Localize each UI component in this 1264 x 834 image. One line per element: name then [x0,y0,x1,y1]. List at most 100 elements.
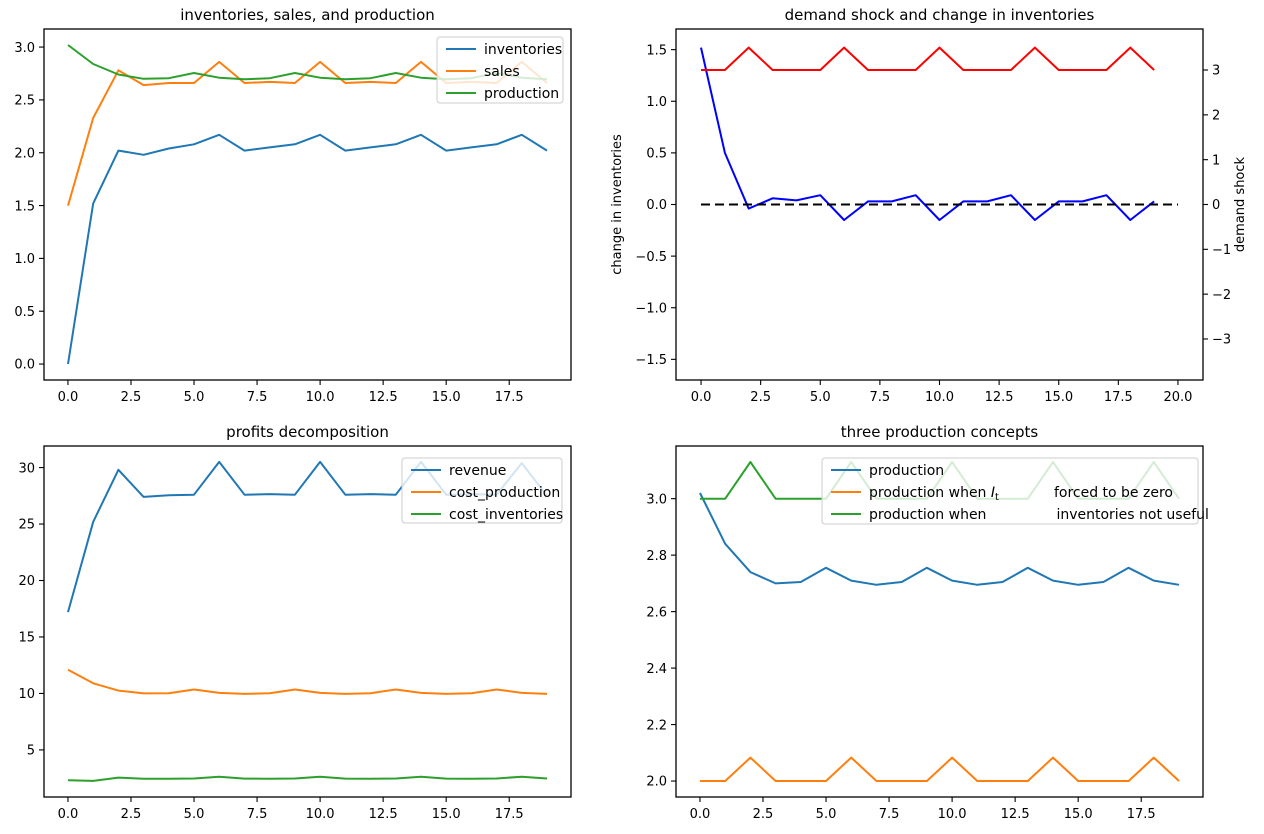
x-tick-label: 12.5 [1001,807,1030,822]
legend-label-cost-inventories: cost_inventories [449,507,563,523]
x-tick-label: 10.0 [925,390,954,405]
subplot-2: demand shock and change in inventories 0.… [610,6,1248,405]
y-tick-label: 30 [18,461,35,476]
right-y-tick-label: 0 [1212,198,1220,213]
x-tick-label: 7.5 [247,390,268,405]
legend-box [821,457,1199,525]
y-tick-label: 1.0 [14,252,35,267]
production-line [699,492,1180,586]
legend-label-inventories: inventories [484,42,562,58]
y-tick-label: 20 [18,574,35,589]
x-tick-label: 15.0 [1044,390,1073,405]
y-tick-label: 2.8 [646,549,667,564]
x-tick-label: 15.0 [1064,807,1093,822]
cost-production-line [67,668,548,695]
chart-title: three production concepts [841,423,1039,441]
x-tick-label: 2.5 [121,807,142,822]
x-tick-label: 17.5 [495,807,524,822]
y-tick-label: 0.5 [646,147,667,162]
x-tick-label: 7.5 [247,807,268,822]
change-in-inventories-line [700,47,1155,221]
x-tick-label: 0.0 [58,807,79,822]
y-tick-label: −1.0 [635,301,667,316]
axes-frame [675,445,1204,798]
legend-label-production: production [869,463,944,479]
x-tick-label: 17.5 [1127,807,1156,822]
x-tick-label: 0.0 [58,390,79,405]
x-tick-label: 0.0 [690,807,711,822]
y-tick-label: 10 [18,687,35,702]
x-tick-label: 10.0 [306,807,335,822]
y-tick-label: 0.0 [646,198,667,213]
y-tick-label: 1.5 [14,199,35,214]
y-tick-label: 0.5 [14,305,35,320]
y-tick-label: 1.5 [646,43,667,58]
x-tick-label: 15.0 [432,807,461,822]
y-tick-label: 3.0 [646,492,667,507]
x-tick-label: 10.0 [938,807,967,822]
legend-label-production-when-i-t-forced-to-be-zero: production when It forced to be zero [869,485,1173,503]
right-y-tick-label: −2 [1212,288,1231,303]
chart-title: demand shock and change in inventories [785,6,1095,24]
cost-inventories-line [67,775,548,782]
chart-title: inventories, sales, and production [180,6,435,24]
right-y-tick-label: −3 [1212,333,1231,348]
y-tick-label: 15 [18,631,35,646]
y-tick-label: 25 [18,518,35,533]
right-y-tick-label: 1 [1212,153,1220,168]
x-tick-label: 17.5 [495,390,524,405]
chart-title: profits decomposition [226,423,389,441]
right-y-tick-label: −1 [1212,243,1231,258]
right-y-tick-label: 2 [1212,109,1220,124]
y-tick-label: 2.6 [646,605,667,620]
legend-label-revenue: revenue [449,463,506,479]
x-tick-label: 10.0 [306,390,335,405]
axes-frame [43,28,572,381]
x-tick-label: 2.5 [750,390,771,405]
x-tick-label: 15.0 [432,390,461,405]
x-tick-label: 5.0 [816,807,837,822]
y-tick-label: −0.5 [635,250,667,265]
y-tick-label: 1.0 [646,95,667,110]
y-tick-label: −1.5 [635,353,667,368]
production-when-i-t-forced-to-be-zero-line [700,756,1180,782]
y-tick-label: 2.2 [646,718,667,733]
x-tick-label: 12.5 [985,390,1014,405]
y-tick-label: 3.0 [14,41,35,56]
x-tick-label: 0.0 [691,390,712,405]
x-tick-label: 17.5 [1104,390,1133,405]
x-tick-label: 12.5 [369,807,398,822]
x-tick-label: 12.5 [369,390,398,405]
legend-box [436,36,564,104]
y-tick-label: 2.0 [646,775,667,790]
left-axis-label: change in inventories [610,134,625,275]
legend-label-sales: sales [484,64,520,80]
legend-label-cost-production: cost_production [449,485,560,501]
legend-label-production-when-inventories-not-useful: production when inventories not useful [869,507,1209,523]
y-tick-label: 2.0 [14,146,35,161]
legend: production production when It forced to be… [821,457,1209,525]
axes-frame [43,445,572,798]
legend: revenue cost_production cost_inventories [401,457,563,524]
x-tick-label: 2.5 [753,807,774,822]
legend-label-production: production [484,86,559,102]
right-y-tick-label: 3 [1212,64,1220,79]
y-tick-label: 2.5 [14,94,35,109]
x-tick-label: 5.0 [184,807,205,822]
right-axis-label: demand shock [1233,156,1248,252]
y-tick-label: 2.4 [646,662,667,677]
x-tick-label: 7.5 [870,390,891,405]
x-tick-label: 2.5 [121,390,142,405]
subplot-1: inventories, sales, and production 0.0 2.5… [14,6,572,405]
y-tick-label: 0.0 [14,358,35,373]
demand-shock-line [701,46,1155,71]
axes-frame [675,28,1204,381]
y-tick-label: 5 [27,744,35,759]
legend-box [401,457,563,524]
legend: inventories sales production [436,36,564,104]
x-tick-label: 20.0 [1163,390,1192,405]
x-tick-label: 5.0 [810,390,831,405]
inventories-line [67,133,548,365]
